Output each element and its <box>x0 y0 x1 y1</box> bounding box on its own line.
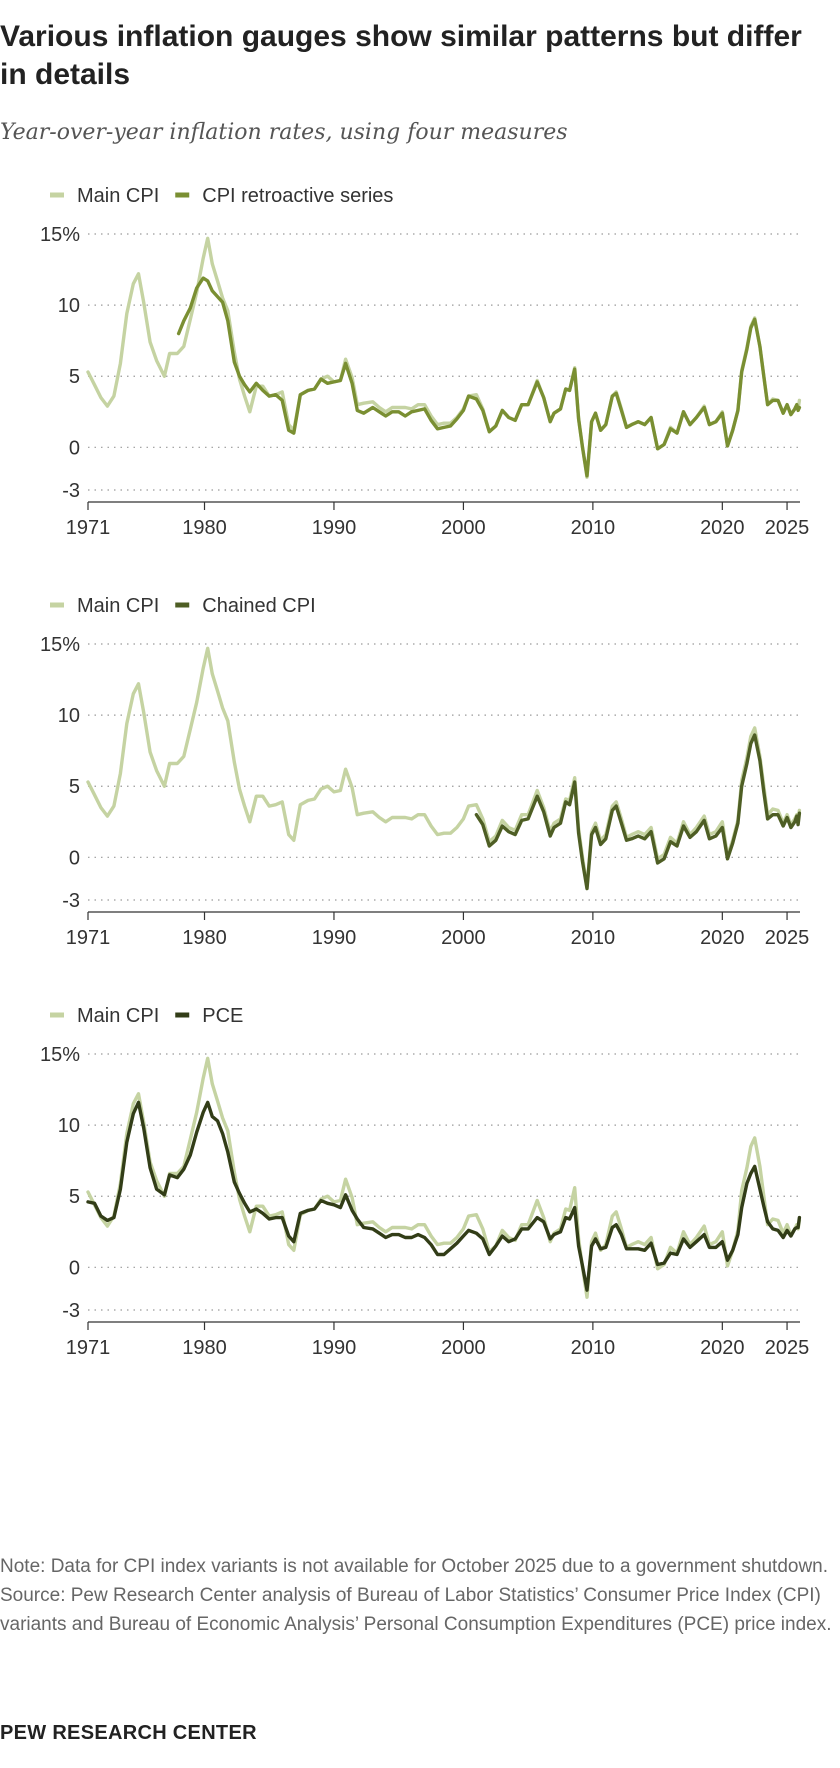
x-tick-label: 1980 <box>182 517 227 539</box>
chart-svg-chained: Main CPI Chained CPI 15% 10 5 0 -3 1971 1980 1990… <box>40 595 810 949</box>
x-tick-label: 1990 <box>312 517 357 539</box>
y-tick-label: 0 <box>69 1257 80 1279</box>
x-tick-label: 1980 <box>182 927 227 949</box>
y-tick-label: -3 <box>62 1300 80 1322</box>
x-tick-label: 2020 <box>700 927 745 949</box>
main-cpi-line <box>86 236 802 479</box>
y-tick-label: 0 <box>69 847 80 869</box>
legend-label-main-cpi: Main CPI <box>77 595 159 617</box>
main-cpi-line <box>86 646 802 889</box>
x-tick-label: 2020 <box>700 517 745 539</box>
x-tick-label: 2010 <box>571 927 616 949</box>
x-tick-label: 2025 <box>765 517 810 539</box>
y-tick-label: -3 <box>62 890 80 912</box>
x-tick-label: 2010 <box>571 517 616 539</box>
legend-label-overlay: Chained CPI <box>202 595 315 617</box>
x-tick-label: 1980 <box>182 1337 227 1359</box>
cpi-retroactive-series-line <box>176 276 802 478</box>
y-tick-label: 5 <box>69 366 80 388</box>
chart-svg-retroactive: Main CPI CPI retroactive series 15% 10 5 0 -3 1… <box>40 185 810 539</box>
chained-cpi-line <box>474 733 802 891</box>
chart-svg-pce: Main CPI PCE 15% 10 5 0 -3 1971 1980 1990 2000 2010… <box>40 1005 810 1359</box>
y-tick-label: 10 <box>58 705 80 727</box>
footer-brand: PEW RESEARCH CENTER <box>0 1722 257 1744</box>
x-tick-label: 2025 <box>765 927 810 949</box>
source-text: Source: Pew Research Center analysis of … <box>0 1585 832 1635</box>
x-tick-label: 2000 <box>441 1337 486 1359</box>
main-cpi-line <box>86 1056 802 1299</box>
legend-label-overlay: CPI retroactive series <box>202 185 393 207</box>
x-tick-label: 2010 <box>571 1337 616 1359</box>
x-tick-label: 1971 <box>66 517 111 539</box>
legend-label-main-cpi: Main CPI <box>77 185 159 207</box>
x-tick-label: 2020 <box>700 1337 745 1359</box>
chart-panel-chained: Main CPI Chained CPI 15% 10 5 0 -3 1971 1980 1990… <box>0 590 840 1010</box>
y-tick-label: 5 <box>69 1186 80 1208</box>
chart-subtitle: Year-over-year inflation rates, using fo… <box>0 120 568 145</box>
legend-label-main-cpi: Main CPI <box>77 1005 159 1027</box>
y-tick-label: 15% <box>40 1044 80 1066</box>
y-tick-label: 15% <box>40 634 80 656</box>
y-tick-label: 15% <box>40 224 80 246</box>
pce-line <box>86 1100 802 1292</box>
x-tick-label: 1990 <box>312 1337 357 1359</box>
x-tick-label: 2000 <box>441 927 486 949</box>
chart-panel-pce: Main CPI PCE 15% 10 5 0 -3 1971 1980 1990 2000 2010… <box>0 1000 840 1420</box>
y-tick-label: 0 <box>69 437 80 459</box>
chart-panel-retroactive: Main CPI CPI retroactive series 15% 10 5 0 -3 1… <box>0 180 840 600</box>
x-tick-label: 1990 <box>312 927 357 949</box>
x-tick-label: 1971 <box>66 1337 111 1359</box>
y-tick-label: 10 <box>58 1115 80 1137</box>
y-tick-label: 10 <box>58 295 80 317</box>
x-tick-label: 2000 <box>441 517 486 539</box>
x-tick-label: 2025 <box>765 1337 810 1359</box>
notes: Note: Data for CPI index variants is not… <box>0 1552 838 1639</box>
x-tick-label: 1971 <box>66 927 111 949</box>
y-tick-label: -3 <box>62 480 80 502</box>
note-text: Note: Data for CPI index variants is not… <box>0 1556 829 1577</box>
chart-title: Various inflation gauges show similar pa… <box>0 20 802 91</box>
legend-label-overlay: PCE <box>202 1005 243 1027</box>
y-tick-label: 5 <box>69 776 80 798</box>
